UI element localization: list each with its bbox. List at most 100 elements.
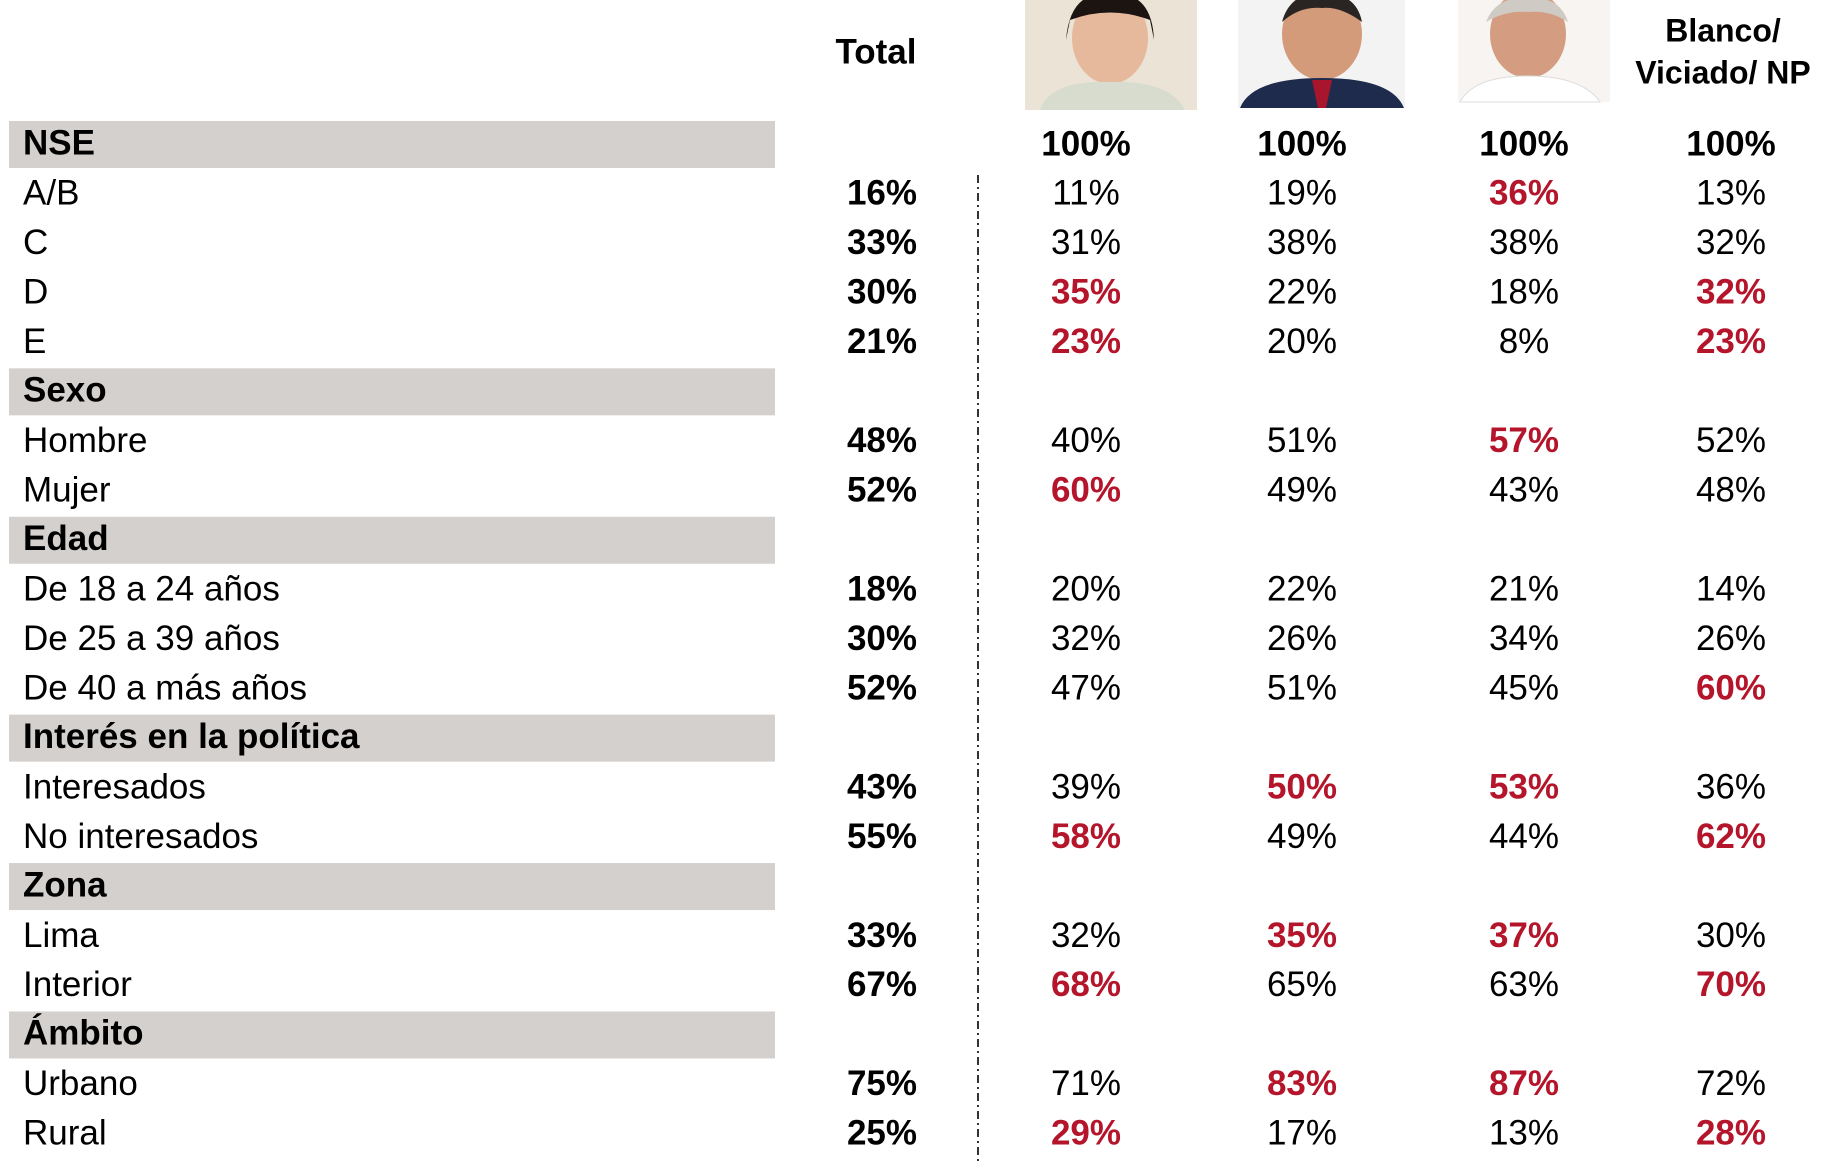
total-value: 25% <box>847 1114 917 1153</box>
value: 51% <box>1267 421 1337 460</box>
total-value: 30% <box>847 619 917 658</box>
value: 20% <box>1267 322 1337 361</box>
header-total: Total <box>835 32 916 71</box>
highlighted-value: 28% <box>1696 1114 1766 1153</box>
total-value: 33% <box>847 916 917 955</box>
value: 20% <box>1051 569 1121 608</box>
total-value: 18% <box>847 569 917 608</box>
section-bar <box>9 516 775 564</box>
value: 39% <box>1051 767 1121 806</box>
highlighted-value: 23% <box>1051 322 1121 361</box>
value: 21% <box>1489 569 1559 608</box>
highlighted-value: 87% <box>1489 1064 1559 1103</box>
total-value: 75% <box>847 1064 917 1103</box>
value: 38% <box>1267 223 1337 262</box>
total-value: 55% <box>847 817 917 856</box>
photo-3 <box>1458 0 1610 103</box>
value: 14% <box>1696 569 1766 608</box>
value: 45% <box>1489 668 1559 707</box>
value: 26% <box>1696 619 1766 658</box>
value: 47% <box>1051 668 1121 707</box>
value: 11% <box>1052 174 1119 213</box>
total-value: 48% <box>847 421 917 460</box>
value: 18% <box>1489 273 1559 312</box>
highlighted-value: 32% <box>1696 273 1766 312</box>
value: 49% <box>1267 471 1337 510</box>
total-value: 67% <box>847 965 917 1004</box>
highlighted-value: 35% <box>1051 273 1121 312</box>
value: 32% <box>1051 916 1121 955</box>
value: 34% <box>1489 619 1559 658</box>
section-title: Interés en la política <box>23 717 360 756</box>
highlighted-value: 50% <box>1267 767 1337 806</box>
value: 8% <box>1499 322 1550 361</box>
highlighted-value: 60% <box>1051 471 1121 510</box>
header-other: Blanco/ <box>1665 12 1781 48</box>
value: 26% <box>1267 619 1337 658</box>
value: 38% <box>1489 223 1559 262</box>
row-label: No interesados <box>23 817 258 856</box>
section-title: Sexo <box>23 371 107 410</box>
row-label: E <box>23 322 46 361</box>
highlighted-value: 35% <box>1267 916 1337 955</box>
highlighted-value: 68% <box>1051 965 1121 1004</box>
row-label: A/B <box>23 174 79 213</box>
value: 36% <box>1696 767 1766 806</box>
total-value: 43% <box>847 767 917 806</box>
value: 49% <box>1267 817 1337 856</box>
highlighted-value: 53% <box>1489 767 1559 806</box>
value: 19% <box>1267 174 1337 213</box>
highlighted-value: 29% <box>1051 1114 1121 1153</box>
header-other: Viciado/ NP <box>1635 54 1810 90</box>
value: 51% <box>1267 668 1337 707</box>
value: 22% <box>1267 273 1337 312</box>
value: 71% <box>1051 1064 1121 1103</box>
value: 48% <box>1696 471 1766 510</box>
photo-1 <box>1025 0 1197 110</box>
value: 13% <box>1696 174 1766 213</box>
value: 63% <box>1489 965 1559 1004</box>
section-bar <box>9 121 775 168</box>
base-value: 100% <box>1257 124 1347 163</box>
highlighted-value: 58% <box>1051 817 1121 856</box>
total-value: 52% <box>847 668 917 707</box>
value: 30% <box>1696 916 1766 955</box>
highlighted-value: 83% <box>1267 1064 1337 1103</box>
value: 31% <box>1051 223 1121 262</box>
total-value: 16% <box>847 174 917 213</box>
value: 72% <box>1696 1064 1766 1103</box>
row-label: Interesados <box>23 767 206 806</box>
section-bar <box>9 368 775 416</box>
row-label: De 25 a 39 años <box>23 619 280 658</box>
total-value: 21% <box>847 322 917 361</box>
value: 17% <box>1267 1114 1337 1153</box>
section-bar <box>9 863 775 911</box>
highlighted-value: 62% <box>1696 817 1766 856</box>
row-label: De 18 a 24 años <box>23 569 280 608</box>
photo-2 <box>1238 0 1405 108</box>
section-title: Edad <box>23 519 109 558</box>
row-label: De 40 a más años <box>23 668 307 707</box>
highlighted-value: 57% <box>1489 421 1559 460</box>
value: 22% <box>1267 569 1337 608</box>
highlighted-value: 36% <box>1489 174 1559 213</box>
section-title: NSE <box>23 123 95 162</box>
highlighted-value: 37% <box>1489 916 1559 955</box>
value: 32% <box>1696 223 1766 262</box>
row-label: Urbano <box>23 1064 138 1103</box>
highlighted-value: 23% <box>1696 322 1766 361</box>
section-title: Zona <box>23 865 107 904</box>
base-value: 100% <box>1686 124 1776 163</box>
value: 32% <box>1051 619 1121 658</box>
base-value: 100% <box>1041 124 1131 163</box>
base-value: 100% <box>1479 124 1569 163</box>
section-title: Ámbito <box>23 1013 144 1053</box>
value: 43% <box>1489 471 1559 510</box>
row-label: Lima <box>23 916 99 955</box>
row-label: C <box>23 223 48 262</box>
value: 44% <box>1489 817 1559 856</box>
total-value: 30% <box>847 273 917 312</box>
row-label: Interior <box>23 965 132 1004</box>
